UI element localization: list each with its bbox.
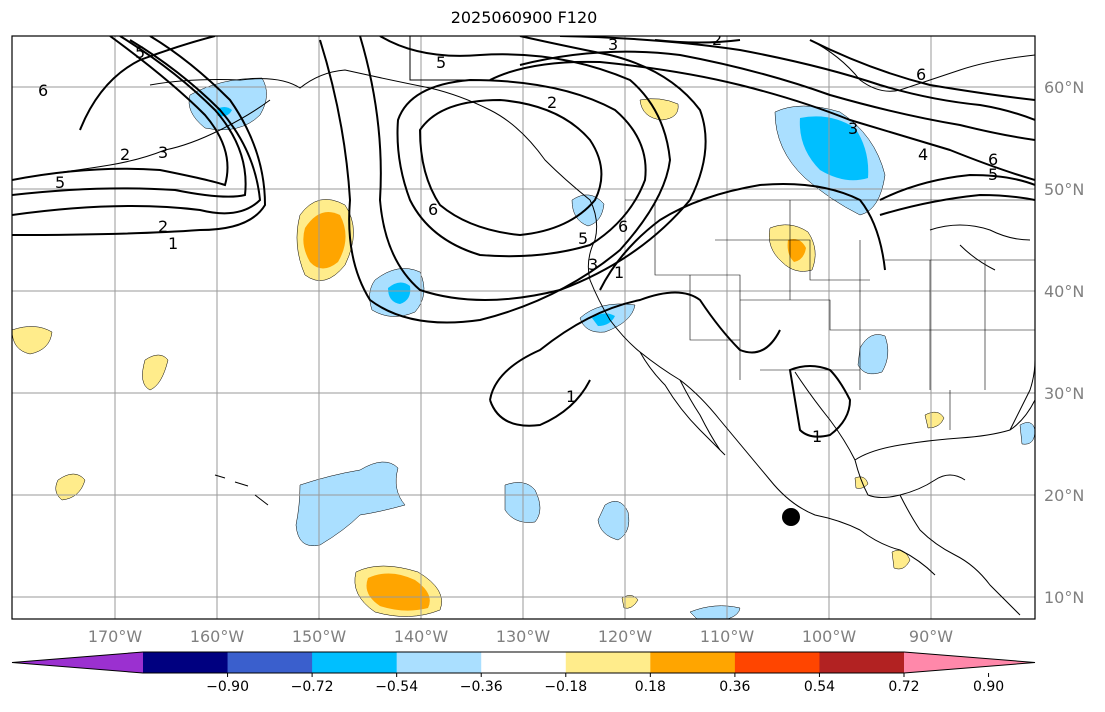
- colorbar-segment: [143, 652, 229, 673]
- page-title: 2025060900 F120: [450, 8, 598, 27]
- contour-label-6-b: 6: [428, 200, 438, 219]
- colorbar-tick-label: −0.36: [460, 679, 503, 695]
- lat-label: 40°N: [1044, 282, 1084, 301]
- lon-label: 150°W: [292, 627, 347, 646]
- location-marker: [782, 508, 800, 526]
- contour-labels: 6 5 3 2 2 5 6 3 5 2 6 4 5 6 2 1 6 4 3 3 …: [38, 30, 998, 446]
- colorbar: −0.90 −0.72 −0.54 −0.36 −0.18 0.18 0.36 0.54 0.7…: [11, 651, 1036, 695]
- lat-label: 60°N: [1044, 78, 1084, 97]
- lon-label: 100°W: [802, 627, 857, 646]
- contour-label-4-a: 4: [918, 145, 928, 164]
- colorbar-tick-label: −0.54: [375, 679, 418, 695]
- colorbar-tick-label: −0.72: [291, 679, 334, 695]
- colorbar-tick-label: 0.54: [804, 679, 835, 695]
- colorbar-extend-low: [12, 652, 143, 673]
- lon-label: 90°W: [909, 627, 953, 646]
- lon-label: 120°W: [598, 627, 653, 646]
- colorbar-tick-label: 0.72: [888, 679, 919, 695]
- contour-label-3-c: 3: [588, 255, 598, 274]
- contour-lines: [12, 36, 1035, 438]
- contour-label-6-d: 6: [988, 150, 998, 169]
- colorbar-segment: [650, 652, 736, 673]
- lon-label: 130°W: [496, 627, 551, 646]
- colorbar-segment: [734, 652, 820, 673]
- colorbar-segment: [481, 652, 567, 673]
- contour-label-5-a: 5: [135, 43, 145, 62]
- longitude-labels: 170°W 160°W 150°W 140°W 130°W 120°W 110°…: [88, 627, 953, 646]
- contour-label-2-a: 2: [158, 217, 168, 236]
- colorbar-tick-label: 0.90: [973, 679, 1004, 695]
- colorbar-tick-label: −0.90: [206, 679, 249, 695]
- contour-label-3-b: 3: [608, 35, 618, 54]
- lon-label: 110°W: [700, 627, 755, 646]
- contour-label-1-d: 1: [812, 427, 822, 446]
- lon-label: 160°W: [190, 627, 245, 646]
- map-frame: [11, 35, 1036, 620]
- colorbar-segment: [819, 652, 905, 673]
- colorbar-segment: [312, 652, 398, 673]
- contour-label-3-a: 3: [158, 143, 168, 162]
- lat-label: 30°N: [1044, 384, 1084, 403]
- colorbar-outline: [11, 651, 1036, 674]
- colorbar-tick-label: 0.36: [719, 679, 750, 695]
- contour-label-3-d: 3: [848, 119, 858, 138]
- colorbar-segment: [227, 652, 313, 673]
- contour-label-2-b: 2: [120, 145, 130, 164]
- colorbar-tick-label: 0.18: [635, 679, 666, 695]
- contour-label-2-d: 2: [547, 93, 557, 112]
- contour-label-5-c: 5: [436, 53, 446, 72]
- colorbar-segment: [396, 652, 482, 673]
- colorbar-segment: [565, 652, 651, 673]
- contour-label-6-e: 6: [618, 217, 628, 236]
- contour-label-5-d: 5: [988, 165, 998, 184]
- contour-label-5-b: 5: [55, 173, 65, 192]
- contour-label-2-c: 2: [712, 30, 722, 49]
- contour-label-6-a: 6: [38, 81, 48, 100]
- lon-label: 140°W: [394, 627, 449, 646]
- colorbar-tick-label: −0.18: [544, 679, 587, 695]
- contour-label-6-c: 6: [916, 65, 926, 84]
- contour-label-5-e: 5: [578, 229, 588, 248]
- lon-label: 170°W: [88, 627, 143, 646]
- state-borders: [625, 199, 1035, 430]
- latitude-labels: 60°N 50°N 40°N 30°N 20°N 10°N: [1044, 78, 1084, 607]
- colorbar-extend-high: [904, 652, 1035, 673]
- lat-label: 10°N: [1044, 588, 1084, 607]
- contour-label-1-b: 1: [614, 263, 624, 282]
- lat-label: 20°N: [1044, 486, 1084, 505]
- contour-label-1-a: 1: [168, 234, 178, 253]
- contour-label-1-c: 1: [566, 387, 576, 406]
- graticule: [12, 36, 1035, 619]
- lat-label: 50°N: [1044, 180, 1084, 199]
- anomaly-shading: [12, 77, 1035, 619]
